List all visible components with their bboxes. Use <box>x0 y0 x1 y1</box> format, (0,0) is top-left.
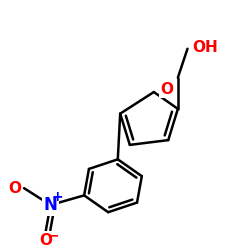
Text: O: O <box>160 82 173 97</box>
Text: O: O <box>39 233 52 248</box>
Text: O: O <box>8 181 21 196</box>
Text: +: + <box>52 190 64 204</box>
Text: N: N <box>44 196 58 214</box>
Text: OH: OH <box>192 40 218 55</box>
Text: −: − <box>48 229 59 243</box>
